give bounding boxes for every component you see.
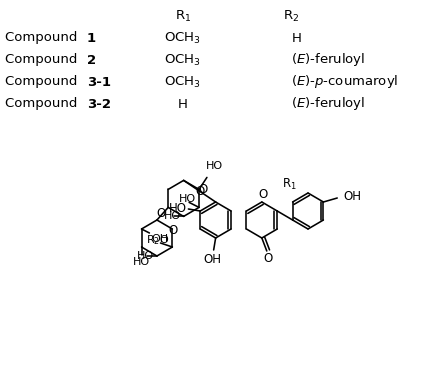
Text: R$_2$O: R$_2$O — [146, 233, 169, 247]
Text: OH: OH — [203, 253, 221, 266]
Text: R$_1$: R$_1$ — [282, 177, 296, 192]
Text: OH: OH — [151, 234, 168, 244]
Text: 2: 2 — [87, 53, 96, 67]
Text: HO: HO — [178, 194, 196, 204]
Text: 3-2: 3-2 — [87, 98, 111, 110]
Text: O: O — [155, 207, 165, 220]
Text: Compound: Compound — [5, 98, 81, 110]
Text: ($\mathit{E}$)-feruloyl: ($\mathit{E}$)-feruloyl — [291, 96, 365, 112]
Text: O: O — [168, 225, 178, 238]
Text: ($\mathit{E}$)-feruloyl: ($\mathit{E}$)-feruloyl — [291, 51, 365, 69]
Text: Compound: Compound — [5, 32, 81, 44]
Text: OH: OH — [343, 190, 360, 204]
Text: OCH$_3$: OCH$_3$ — [164, 30, 201, 46]
Text: O: O — [262, 252, 272, 266]
Text: 3-1: 3-1 — [87, 76, 111, 89]
Text: 1: 1 — [87, 32, 96, 44]
Text: Compound: Compound — [5, 76, 81, 89]
Text: O: O — [195, 185, 204, 198]
Text: O: O — [258, 188, 267, 202]
Text: HO: HO — [163, 211, 180, 222]
Text: Compound: Compound — [5, 53, 81, 67]
Text: H: H — [291, 32, 301, 44]
Text: R$_2$: R$_2$ — [283, 9, 299, 23]
Text: HO: HO — [136, 251, 154, 261]
Text: HO: HO — [132, 257, 150, 267]
Text: HO: HO — [168, 202, 186, 216]
Text: OCH$_3$: OCH$_3$ — [164, 52, 201, 67]
Text: HO: HO — [205, 161, 222, 171]
Text: OCH$_3$: OCH$_3$ — [164, 74, 201, 90]
Text: ($\mathit{E}$)-$\mathit{p}$-coumaroyl: ($\mathit{E}$)-$\mathit{p}$-coumaroyl — [291, 73, 398, 90]
Text: O: O — [198, 183, 207, 196]
Text: H: H — [178, 98, 187, 110]
Text: R$_1$: R$_1$ — [174, 9, 190, 23]
